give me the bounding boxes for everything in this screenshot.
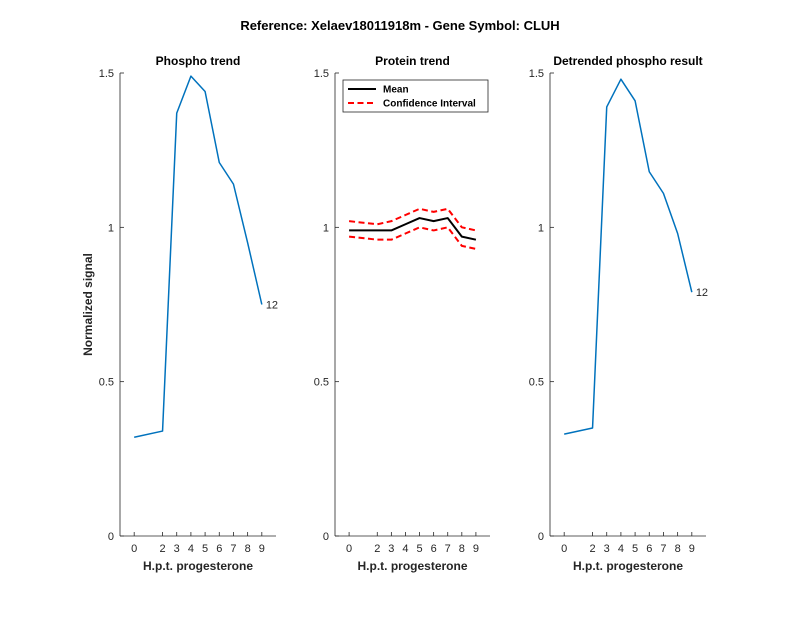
x-axis-label: H.p.t. progesterone: [357, 559, 467, 573]
x-tick-label: 8: [675, 543, 681, 555]
x-tick-label: 3: [388, 543, 394, 555]
x-tick-label: 4: [402, 543, 408, 555]
series-line-solid-0: [134, 75, 263, 438]
x-tick-label: 2: [159, 543, 165, 555]
series-line-solid-0: [564, 78, 693, 435]
x-tick-label: 6: [431, 543, 437, 555]
panel-phospho-trend: Phospho trend H.p.t. progesterone Normal…: [81, 54, 278, 573]
end-point-label: 12: [266, 300, 278, 312]
panel-title: Phospho trend: [156, 54, 241, 68]
x-tick-label: 2: [589, 543, 595, 555]
panel-detrended-phospho: Detrended phospho result H.p.t. progeste…: [529, 54, 708, 573]
y-tick-label: 0: [538, 531, 544, 543]
x-tick-label: 0: [561, 543, 567, 555]
x-tick-label: 4: [618, 543, 624, 555]
x-tick-label: 8: [459, 543, 465, 555]
x-tick-label: 7: [660, 543, 666, 555]
panel-title: Protein trend: [375, 54, 450, 68]
x-tick-label: 8: [245, 543, 251, 555]
x-tick-label: 0: [346, 543, 352, 555]
y-tick-label: 0: [108, 531, 114, 543]
x-tick-label: 9: [473, 543, 479, 555]
legend-label-mean: Mean: [383, 85, 409, 96]
y-tick-label: 1: [323, 222, 329, 234]
x-tick-label: 3: [174, 543, 180, 555]
legend-label-ci: Confidence Interval: [383, 99, 476, 110]
y-tick-label: 1: [108, 222, 114, 234]
panel-protein-trend: Protein trend H.p.t. progesterone Mean C…: [314, 54, 490, 573]
legend: Mean Confidence Interval: [342, 79, 489, 113]
legend-box: [342, 79, 489, 113]
x-tick-label: 2: [374, 543, 380, 555]
series-line-mean: [349, 217, 477, 241]
y-axis-label: Normalized signal: [81, 253, 95, 356]
x-tick-label: 5: [202, 543, 208, 555]
x-tick-label: 9: [689, 543, 695, 555]
x-tick-label: 7: [445, 543, 451, 555]
x-tick-label: 6: [646, 543, 652, 555]
y-tick-label: 1.5: [529, 68, 544, 80]
x-tick-label: 0: [131, 543, 137, 555]
x-axis-label: H.p.t. progesterone: [573, 559, 683, 573]
x-tick-label: 3: [604, 543, 610, 555]
series-line-confidence-interval: [348, 207, 477, 232]
y-tick-label: 1: [538, 222, 544, 234]
x-tick-label: 7: [230, 543, 236, 555]
y-tick-label: 0.5: [529, 377, 544, 389]
x-tick-label: 4: [188, 543, 194, 555]
figure-suptitle: Reference: Xelaev18011918m - Gene Symbol…: [240, 18, 559, 33]
panel-title: Detrended phospho result: [553, 54, 702, 68]
x-axis-label: H.p.t. progesterone: [143, 559, 253, 573]
x-tick-label: 5: [416, 543, 422, 555]
x-tick-label: 6: [216, 543, 222, 555]
y-tick-label: 0.5: [99, 377, 114, 389]
x-tick-label: 9: [259, 543, 265, 555]
series-line-dashed-2: [348, 226, 477, 250]
y-tick-label: 0.5: [314, 377, 329, 389]
x-tick-label: 5: [632, 543, 638, 555]
y-tick-label: 1.5: [314, 68, 329, 80]
end-point-label: 12: [696, 287, 708, 299]
y-tick-label: 1.5: [99, 68, 114, 80]
y-tick-label: 0: [323, 531, 329, 543]
